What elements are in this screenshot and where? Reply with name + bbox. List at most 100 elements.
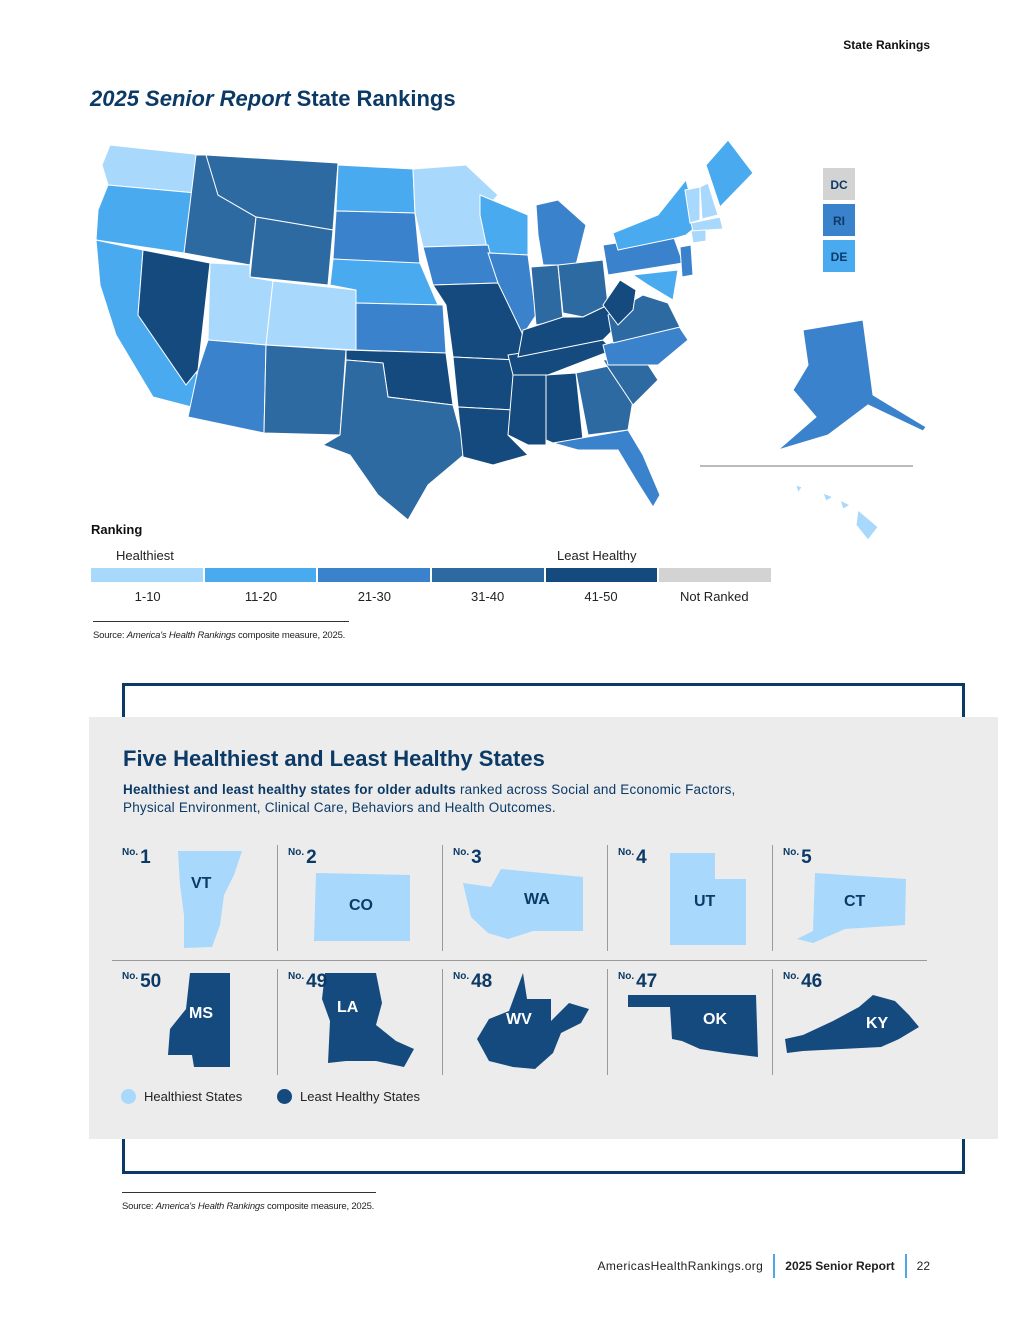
state-wv (602, 279, 637, 326)
state-nd (335, 164, 416, 214)
legend-swatch-21-30 (318, 568, 433, 582)
source-italic: America's Health Rankings (155, 1201, 265, 1212)
state-md (631, 269, 679, 301)
legend-labels: 1-10 11-20 21-30 31-40 41-50 Not Ranked (91, 589, 771, 604)
rank-label: No. 46 (783, 971, 823, 992)
source-rule-2 (122, 1192, 376, 1193)
rank-label: No. 4 (618, 847, 647, 868)
rank-label: No. 2 (288, 847, 317, 868)
swatch-dc-label: DC (830, 178, 848, 192)
state-il (487, 252, 537, 337)
key-healthiest-dot (121, 1089, 136, 1104)
state-wy (249, 216, 334, 286)
state-card-co: No. 2 CO (277, 845, 440, 951)
state-abbr: UT (694, 893, 716, 910)
state-abbr: MS (189, 1005, 213, 1022)
page-title-italic: 2025 Senior Report (90, 86, 291, 111)
box-subtitle-bold: Healthiest and least healthy states for … (123, 782, 456, 797)
legend-title: Ranking (91, 522, 143, 537)
legend-label: 21-30 (357, 589, 391, 604)
legend-label: Not Ranked (679, 589, 749, 604)
state-mi (535, 199, 587, 266)
ut-shape (670, 853, 746, 945)
state-abbr: CT (844, 893, 866, 910)
state-ny (612, 178, 699, 251)
least-healthy-row: No. 50 MS No. 49 LA No. 48 WV No. 47 OK No. 4… (112, 969, 927, 1087)
running-head: State Rankings (843, 38, 930, 52)
state-ma (690, 216, 724, 232)
wv-shape (477, 973, 589, 1069)
state-card-vt: No. 1 VT (112, 845, 275, 951)
legend-swatch-1-10 (91, 568, 205, 582)
state-ks (355, 302, 447, 354)
rank-label: No. 49 (288, 971, 328, 992)
footer-report: 2025 Senior Report (785, 1259, 895, 1273)
rank-label: No. 48 (453, 971, 493, 992)
state-abbr: VT (191, 875, 212, 892)
key-least-healthy: Least Healthy States (277, 1089, 420, 1104)
state-card-ut: No. 4 UT (607, 845, 770, 951)
key-least-healthy-dot (277, 1089, 292, 1104)
page-title: 2025 Senior Report State Rankings (90, 86, 456, 112)
key-healthiest-label: Healthiest States (144, 1089, 243, 1104)
map-svg: DC RI DE (95, 139, 927, 541)
state-card-wa: No. 3 WA (442, 845, 605, 951)
source-note: Source: America's Health Rankings compos… (93, 630, 345, 641)
state-or (95, 184, 197, 254)
box-title: Five Healthiest and Least Healthy States (123, 746, 545, 771)
swatch-de (823, 240, 855, 272)
legend-label: 31-40 (471, 589, 505, 604)
box-subtitle-rest: ranked across Social and Economic Factor… (123, 782, 736, 815)
swatch-ri-label: RI (833, 214, 845, 228)
state-abbr: LA (337, 999, 359, 1016)
state-card-ky: No. 46 KY (772, 969, 935, 1075)
state-sd (332, 210, 421, 266)
state-vt (684, 186, 701, 224)
page-footer: AmericasHealthRankings.org 2025 Senior R… (597, 1254, 930, 1278)
rank-label: No. 47 (618, 971, 658, 992)
legend-swatch-not-ranked (659, 568, 772, 582)
key-least-healthy-label: Least Healthy States (300, 1089, 420, 1104)
ct-shape (797, 873, 906, 943)
state-ct (690, 229, 707, 244)
source-rule (93, 621, 349, 622)
state-card-ok: No. 47 OK (607, 969, 770, 1075)
legend-bar (91, 568, 772, 582)
legend-label: 1-10 (134, 589, 161, 604)
footer-url[interactable]: AmericasHealthRankings.org (597, 1259, 764, 1273)
legend-least-healthy: Least Healthy (557, 548, 637, 563)
state-ia (422, 244, 499, 286)
la-shape (322, 973, 414, 1067)
state-card-ms: No. 50 MS (112, 969, 275, 1075)
key-healthiest: Healthiest States (121, 1089, 242, 1104)
ms-shape (168, 973, 230, 1067)
state-al (545, 372, 584, 444)
state-ms (507, 374, 547, 446)
source-italic: America's Health Rankings (126, 630, 236, 641)
state-abbr: WA (524, 891, 550, 908)
state-abbr: WV (506, 1011, 532, 1028)
legend-label: 41-50 (584, 589, 618, 604)
state-abbr: OK (703, 1011, 727, 1028)
state-in (530, 264, 564, 326)
state-co (265, 280, 357, 351)
state-nm (263, 344, 347, 436)
state-card-wv: No. 48 WV (442, 969, 605, 1075)
source-rest: composite measure, 2025. (235, 630, 346, 641)
page-number: 22 (916, 1259, 930, 1273)
legend-swatch-11-20 (204, 568, 319, 582)
swatch-de-label: DE (831, 250, 848, 264)
state-ar (452, 356, 519, 411)
rank-label: No. 1 (122, 847, 151, 868)
swatch-dc (823, 168, 855, 200)
page-title-rest: State Rankings (296, 86, 456, 111)
source-prefix: Source: (93, 630, 127, 641)
source-note-2: Source: America's Health Rankings compos… (122, 1201, 374, 1212)
box-subtitle: Healthiest and least healthy states for … (123, 781, 763, 817)
state-ak (777, 319, 927, 451)
swatch-ri (823, 204, 855, 236)
state-card-la: No. 49 LA (277, 969, 440, 1075)
small-state-swatches: DC RI DE (823, 168, 855, 272)
rank-label: No. 3 (453, 847, 482, 868)
legend-healthiest: Healthiest (116, 548, 174, 563)
